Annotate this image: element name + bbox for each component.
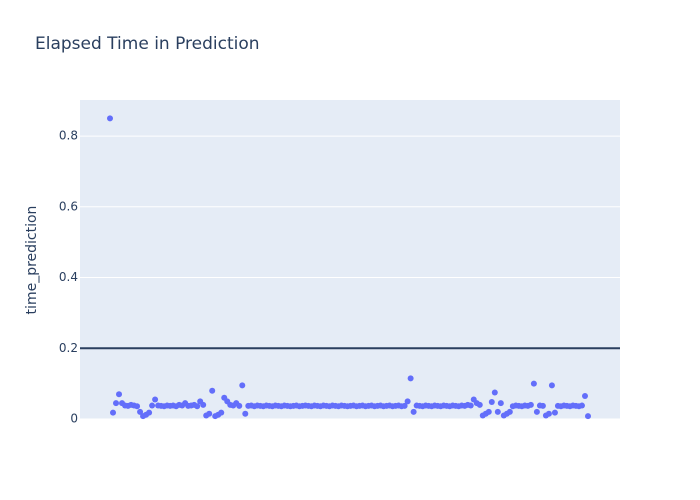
point xyxy=(467,402,474,409)
point xyxy=(407,375,414,382)
point xyxy=(476,401,483,408)
point xyxy=(107,115,113,122)
point xyxy=(404,398,411,405)
point xyxy=(539,402,546,409)
y-tick-label: 0.6 xyxy=(59,199,78,213)
y-tick-label: 0.4 xyxy=(59,270,78,284)
point xyxy=(497,400,504,407)
point xyxy=(548,382,555,389)
chart-title: Elapsed Time in Prediction xyxy=(35,34,260,54)
point xyxy=(485,408,492,415)
point xyxy=(533,408,540,415)
point xyxy=(585,413,591,420)
point xyxy=(194,403,201,410)
y-axis-label: time_prediction xyxy=(24,206,40,315)
point xyxy=(146,409,153,416)
point xyxy=(551,409,558,416)
plot-area xyxy=(80,100,620,419)
point xyxy=(134,403,141,410)
point xyxy=(209,387,216,394)
point xyxy=(137,408,144,415)
point xyxy=(410,408,417,415)
point xyxy=(110,409,117,416)
point xyxy=(491,389,498,396)
point xyxy=(578,402,585,409)
point xyxy=(152,396,159,403)
y-tick-label: 0 xyxy=(70,412,78,426)
point xyxy=(506,408,513,415)
point xyxy=(116,391,123,398)
point xyxy=(401,402,408,409)
point xyxy=(530,380,537,387)
point xyxy=(239,382,246,389)
y-tick-label: 0.8 xyxy=(59,129,78,143)
y-tick-label: 0.2 xyxy=(59,341,78,355)
point xyxy=(206,410,213,417)
point xyxy=(488,399,495,406)
point xyxy=(149,402,156,409)
point xyxy=(242,410,249,417)
point xyxy=(494,408,501,415)
point xyxy=(545,410,552,417)
point xyxy=(218,409,225,416)
point xyxy=(581,393,588,400)
point xyxy=(236,402,243,409)
point xyxy=(200,401,207,408)
point xyxy=(113,400,120,407)
point xyxy=(527,401,534,408)
